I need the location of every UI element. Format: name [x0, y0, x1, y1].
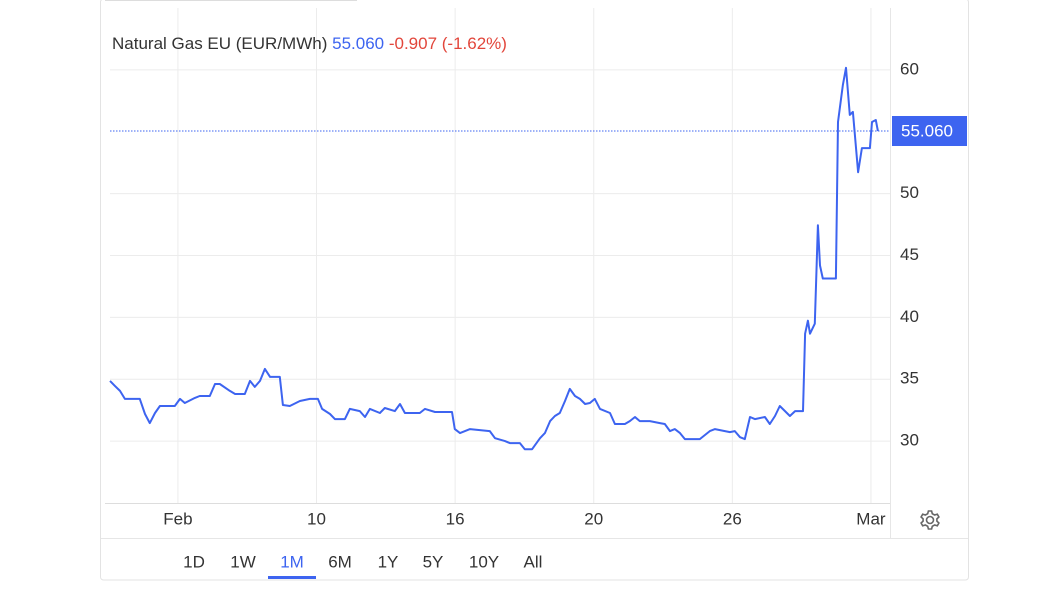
y-tick-label: 45 [900, 245, 919, 264]
range-button[interactable]: 1W [230, 552, 256, 571]
last-price: 55.060 [332, 34, 384, 53]
series-title: Natural Gas EU (EUR/MWh) [112, 34, 327, 53]
range-button[interactable]: 1D [183, 552, 205, 571]
x-tick-label: Mar [856, 509, 886, 528]
price-tag-label: 55.060 [901, 121, 953, 140]
price-tag [892, 116, 967, 147]
range-button[interactable]: All [524, 552, 543, 571]
grid [110, 8, 890, 503]
y-tick-label: 50 [900, 183, 919, 202]
settings-icon[interactable] [920, 510, 940, 530]
price-line [109, 66, 879, 451]
plot [109, 66, 890, 451]
range-button[interactable]: 6M [328, 552, 352, 571]
y-tick-label: 40 [900, 307, 919, 326]
price-change: -0.907 (-1.62%) [389, 34, 507, 53]
x-tick-label: 20 [584, 509, 603, 528]
x-tick-label: 10 [307, 509, 326, 528]
x-tick-label: 26 [723, 509, 742, 528]
y-tick-label: 30 [900, 431, 919, 450]
y-tick-label: 60 [900, 59, 919, 78]
range-selected-underline [268, 576, 316, 579]
range-button[interactable]: 1Y [378, 552, 399, 571]
card [100, 0, 969, 581]
range-button[interactable]: 10Y [469, 552, 499, 571]
x-tick-label: Feb [163, 509, 192, 528]
y-tick-label: 35 [900, 369, 919, 388]
x-tick-label: 16 [446, 509, 465, 528]
range-button[interactable]: 5Y [423, 552, 444, 571]
range-button[interactable]: 1M [280, 552, 304, 571]
header: Natural Gas EU (EUR/MWh) 55.060 -0.907 (… [112, 34, 507, 53]
